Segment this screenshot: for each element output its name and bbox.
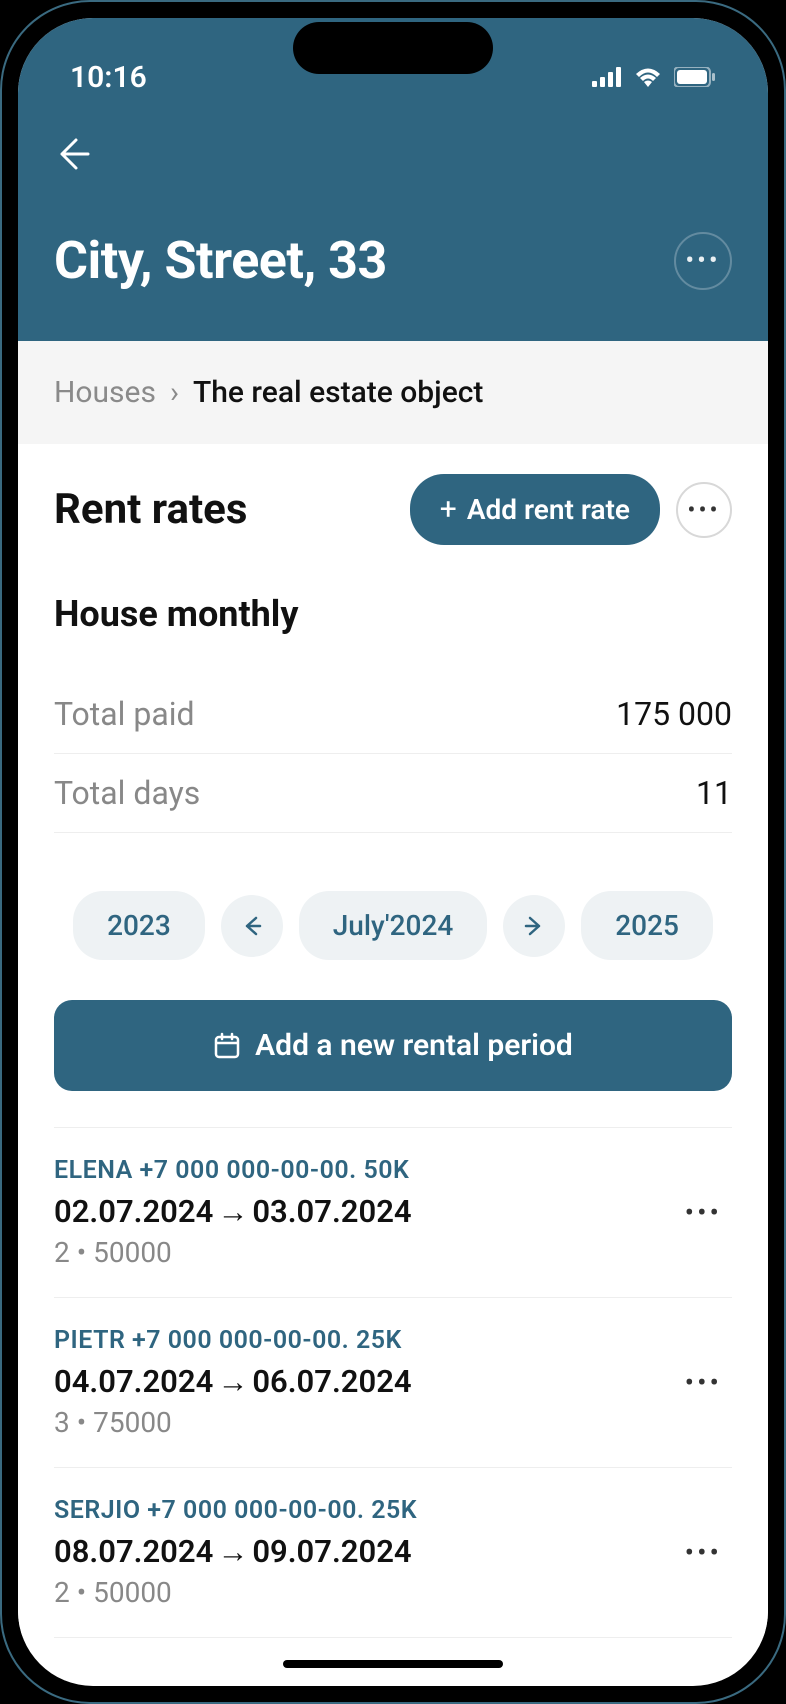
- add-rent-rate-label: Add rent rate: [467, 493, 630, 526]
- next-year-chip[interactable]: 2025: [581, 891, 713, 960]
- prev-month-button[interactable]: [221, 895, 283, 957]
- breadcrumb-current: The real estate object: [193, 375, 483, 410]
- rental-dates: 08.07.2024 → 09.07.2024: [54, 1533, 675, 1570]
- header-row: City, Street, 33 •••: [54, 230, 732, 291]
- rental-item-more-button[interactable]: •••: [675, 1526, 732, 1579]
- content-area: Rent rates + Add rent rate ••• House mon…: [18, 444, 768, 1638]
- home-indicator[interactable]: [283, 1660, 503, 1668]
- battery-icon: [674, 67, 716, 87]
- rental-amount: 75000: [93, 1406, 172, 1439]
- page-title: City, Street, 33: [54, 230, 387, 291]
- rent-rates-header: Rent rates + Add rent rate •••: [54, 474, 732, 545]
- rent-rates-title: Rent rates: [54, 485, 247, 534]
- header-more-button[interactable]: •••: [674, 232, 732, 290]
- total-paid-value: 175 000: [616, 695, 732, 733]
- rental-amount: 50000: [93, 1576, 172, 1609]
- rental-item-more-button[interactable]: •••: [675, 1186, 732, 1239]
- cellular-signal-icon: [592, 67, 622, 87]
- add-period-label: Add a new rental period: [255, 1028, 573, 1063]
- rental-client: SERJIO +7 000 000-00-00. 25K: [54, 1496, 675, 1525]
- rental-days: 3: [54, 1406, 70, 1439]
- total-paid-label: Total paid: [54, 695, 195, 733]
- header: City, Street, 33 •••: [18, 118, 768, 341]
- rental-end-date: 09.07.2024: [252, 1533, 411, 1570]
- phone-frame: 10:16 City, Street, 33 •••: [0, 0, 786, 1704]
- status-icons: [592, 67, 716, 87]
- add-rental-period-button[interactable]: Add a new rental period: [54, 1000, 732, 1091]
- plus-icon: +: [440, 492, 457, 527]
- rental-client: PIETR +7 000 000-00-00. 25K: [54, 1326, 675, 1355]
- rental-days: 2: [54, 1236, 70, 1269]
- rental-item[interactable]: PIETR +7 000 000-00-00. 25K 04.07.2024 →…: [54, 1298, 732, 1468]
- back-button[interactable]: [54, 136, 90, 182]
- current-month-chip[interactable]: July'2024: [299, 891, 488, 960]
- rental-start-date: 04.07.2024: [54, 1363, 213, 1400]
- screen: 10:16 City, Street, 33 •••: [18, 18, 768, 1686]
- rental-dates: 02.07.2024 → 03.07.2024: [54, 1193, 675, 1230]
- chevron-right-icon: ›: [170, 375, 179, 410]
- total-days-value: 11: [696, 774, 732, 812]
- rental-end-date: 03.07.2024: [252, 1193, 411, 1230]
- rental-meta: 2 • 50000: [54, 1236, 675, 1269]
- total-days-label: Total days: [54, 774, 200, 812]
- rental-meta: 2 • 50000: [54, 1576, 675, 1609]
- stat-row-total-paid: Total paid 175 000: [54, 675, 732, 754]
- rental-start-date: 08.07.2024: [54, 1533, 213, 1570]
- wifi-icon: [634, 67, 662, 87]
- rental-info: SERJIO +7 000 000-00-00. 25K 08.07.2024 …: [54, 1496, 675, 1609]
- rent-rates-actions: + Add rent rate •••: [410, 474, 732, 545]
- date-navigation: 2023 July'2024 2025: [54, 891, 732, 960]
- arrow-right-icon: →: [217, 1533, 248, 1570]
- rental-item[interactable]: SERJIO +7 000 000-00-00. 25K 08.07.2024 …: [54, 1468, 732, 1638]
- phone-notch: [293, 22, 493, 74]
- rental-info: ELENA +7 000 000-00-00. 50K 02.07.2024 →…: [54, 1156, 675, 1269]
- status-time: 10:16: [70, 60, 147, 95]
- breadcrumb-parent[interactable]: Houses: [54, 375, 156, 410]
- rental-dates: 04.07.2024 → 06.07.2024: [54, 1363, 675, 1400]
- arrow-right-icon: →: [217, 1363, 248, 1400]
- bullet-separator: •: [77, 1236, 93, 1269]
- breadcrumb: Houses › The real estate object: [18, 341, 768, 444]
- rental-amount: 50000: [93, 1236, 172, 1269]
- subsection-title: House monthly: [54, 593, 732, 635]
- rental-list: ELENA +7 000 000-00-00. 50K 02.07.2024 →…: [54, 1127, 732, 1638]
- bullet-separator: •: [77, 1576, 93, 1609]
- bullet-separator: •: [77, 1406, 93, 1439]
- calendar-icon: [213, 1032, 241, 1060]
- rental-item[interactable]: ELENA +7 000 000-00-00. 50K 02.07.2024 →…: [54, 1128, 732, 1298]
- arrow-right-icon: →: [217, 1193, 248, 1230]
- rental-days: 2: [54, 1576, 70, 1609]
- next-month-button[interactable]: [503, 895, 565, 957]
- rental-start-date: 02.07.2024: [54, 1193, 213, 1230]
- rental-info: PIETR +7 000 000-00-00. 25K 04.07.2024 →…: [54, 1326, 675, 1439]
- prev-year-chip[interactable]: 2023: [73, 891, 205, 960]
- rental-meta: 3 • 75000: [54, 1406, 675, 1439]
- rental-end-date: 06.07.2024: [252, 1363, 411, 1400]
- rent-rates-more-button[interactable]: •••: [676, 482, 732, 538]
- rental-item-more-button[interactable]: •••: [675, 1356, 732, 1409]
- rental-client: ELENA +7 000 000-00-00. 50K: [54, 1156, 675, 1185]
- stat-row-total-days: Total days 11: [54, 754, 732, 833]
- add-rent-rate-button[interactable]: + Add rent rate: [410, 474, 660, 545]
